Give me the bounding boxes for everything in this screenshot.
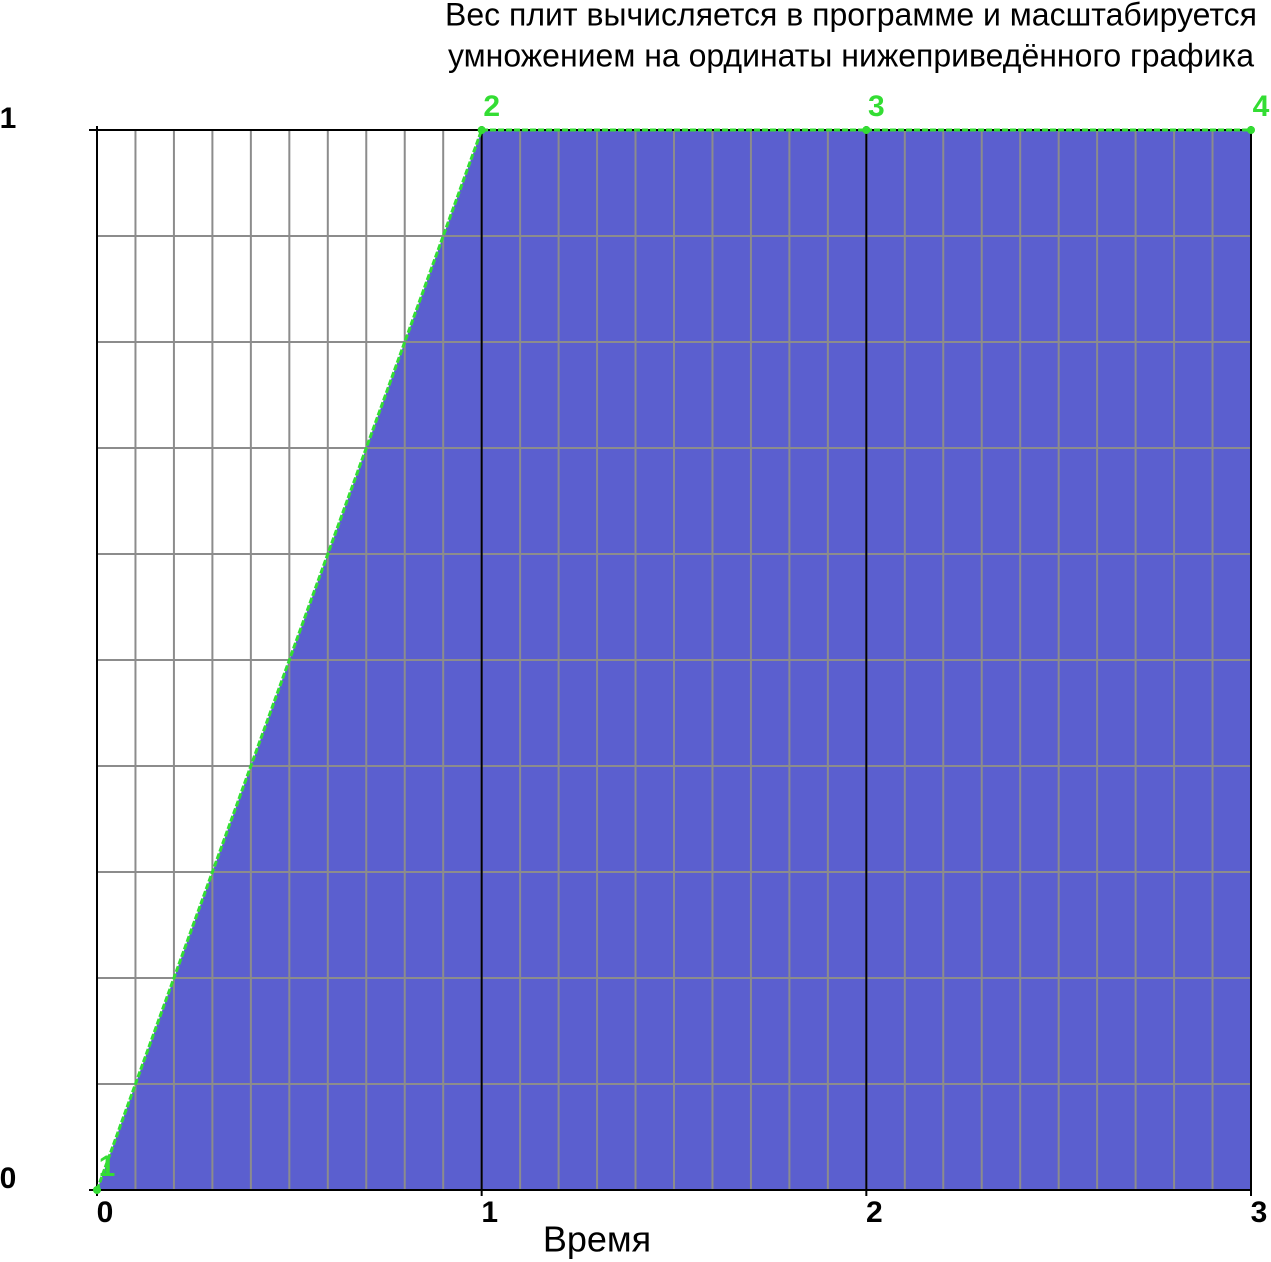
x-tick-label: 2 — [866, 1196, 883, 1229]
line — [95, 128, 1251, 1191]
x-tick-label: 0 — [97, 1196, 114, 1229]
point-label: 2 — [483, 90, 500, 123]
point-label: 3 — [868, 90, 885, 123]
x-tick-label: 3 — [1251, 1196, 1268, 1229]
chart-title: Вес плит вычисляется в программе и масшт… — [445, 0, 1257, 32]
point — [93, 1186, 101, 1194]
y-tick-label: 1 — [0, 102, 16, 135]
point — [477, 126, 486, 134]
y-tick-label: 0 — [0, 1162, 16, 1195]
x-tick-label: 1 — [481, 1196, 498, 1229]
point-label: 4 — [1253, 90, 1270, 123]
point — [862, 126, 871, 134]
point-label: 1 — [99, 1150, 116, 1183]
point — [1247, 126, 1255, 134]
x-axis-label: Время — [543, 1219, 651, 1260]
chart-title: умножением на ординаты нижеприведённого … — [448, 37, 1254, 73]
